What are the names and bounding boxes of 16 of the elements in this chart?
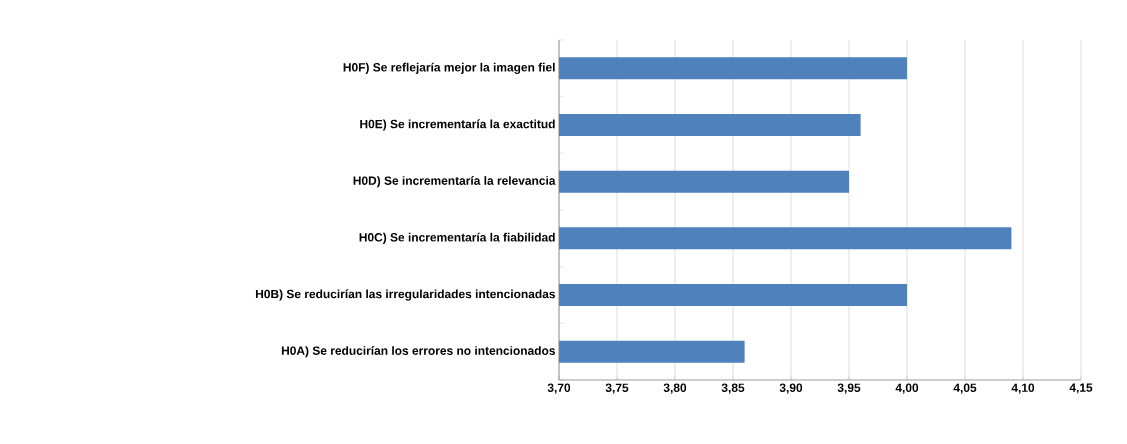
y-tick-label: H0A) Se reducirían los errores no intencionados — [281, 346, 555, 358]
x-tick-label: 4,15 — [1069, 383, 1093, 394]
x-tick-label: 3,80 — [663, 383, 687, 394]
x-tick-label: 4,00 — [895, 383, 919, 394]
x-tick-label: 3,95 — [837, 383, 861, 394]
x-tick-label: 4,10 — [1011, 383, 1035, 394]
x-tick-label: 3,85 — [721, 383, 745, 394]
y-tick-label: H0E) Se incrementaría la exactitud — [360, 119, 555, 131]
y-tick-label: H0D) Se incrementaría la relevancia — [353, 176, 556, 188]
x-tick-label: 3,70 — [547, 383, 571, 394]
x-tick-label: 4,05 — [953, 383, 977, 394]
y-tick-label: H0B) Se reducirían las irregularidades intencionadas — [255, 289, 555, 301]
y-tick-label: H0F) Se reflejaría mejor la imagen fiel — [343, 62, 555, 74]
x-tick-label: 3,75 — [605, 383, 629, 394]
y-tick-label: H0C) Se incrementaría la fiabilidad — [359, 232, 555, 244]
x-tick-label: 3,90 — [779, 383, 803, 394]
